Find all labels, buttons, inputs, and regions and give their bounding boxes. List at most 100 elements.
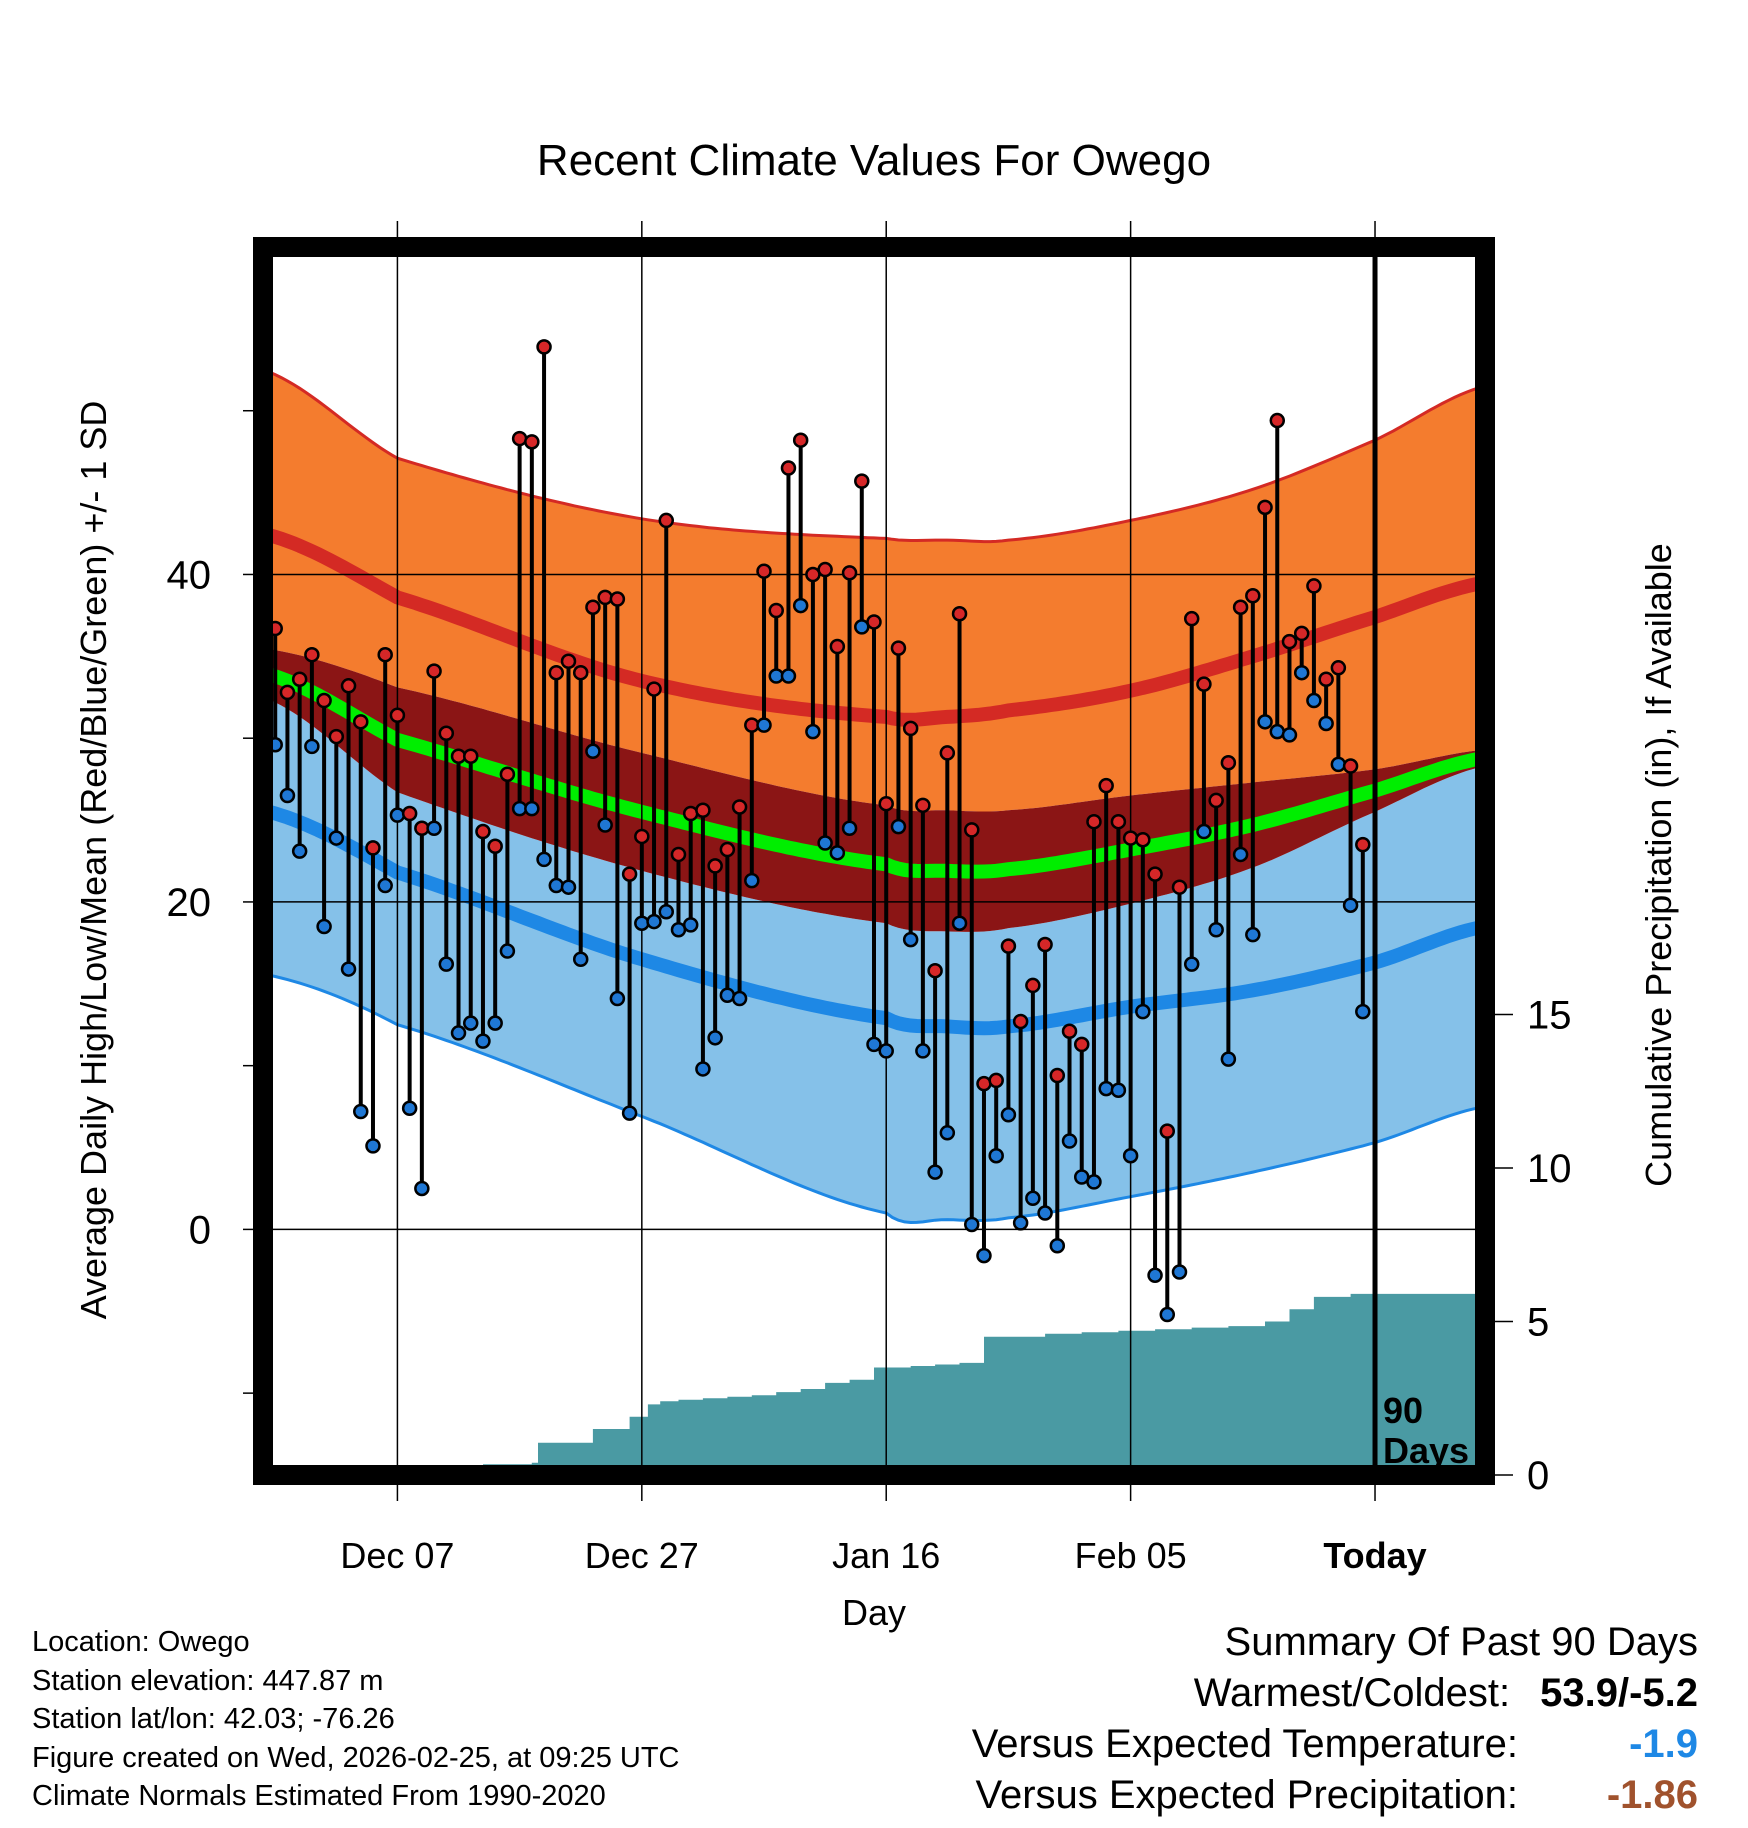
daily-high-point xyxy=(731,799,748,815)
daily-high-point xyxy=(353,714,369,730)
today-marker: 90 Days xyxy=(1372,247,1469,1475)
y-axis-left-label: Average Daily High/Low/Mean (Red/Blue/Gr… xyxy=(73,401,114,1320)
daily-low-point xyxy=(817,835,833,851)
daily-low-point xyxy=(1147,1267,1163,1283)
mean-sd-band xyxy=(263,648,1485,932)
summary-heading: Summary Of Past 90 Days xyxy=(1224,1620,1698,1664)
daily-low-point xyxy=(414,1180,430,1197)
daily-high-point xyxy=(1330,660,1347,676)
daily-low-point xyxy=(475,1033,491,1049)
daily-low-point xyxy=(1208,922,1224,938)
precip-label: Versus Expected Precipitation: xyxy=(975,1773,1518,1817)
daily-low-point xyxy=(1135,1003,1151,1020)
daily-high-point xyxy=(1232,599,1249,615)
daily-high-point xyxy=(939,745,956,761)
daily-low-point xyxy=(964,1216,980,1233)
daily-low-point xyxy=(682,917,699,933)
daily-high-point xyxy=(377,646,393,663)
daily-high-point xyxy=(1135,831,1151,848)
daily-low-point xyxy=(401,1100,418,1116)
daily-low-point xyxy=(744,872,760,889)
daily-high-point xyxy=(1000,938,1017,954)
daily-low-point xyxy=(1025,1190,1041,1207)
daily-low-point xyxy=(1037,1205,1053,1221)
daily-high-point xyxy=(792,432,809,448)
daily-low-point xyxy=(1330,756,1347,773)
daily-high-point xyxy=(1342,758,1359,774)
daily-low-point xyxy=(1183,956,1200,972)
daily-low-point xyxy=(915,1043,931,1059)
daily-high-point xyxy=(1049,1067,1066,1084)
daily-low-point xyxy=(438,956,455,972)
daily-high-point xyxy=(1122,830,1139,846)
daily-low-point xyxy=(1355,1003,1371,1020)
daily-low-point xyxy=(707,1030,723,1046)
daily-low-point xyxy=(377,877,393,894)
daily-high-point xyxy=(291,671,308,688)
daily-high-point xyxy=(1355,836,1371,853)
x-tick-label: Jan 16 xyxy=(832,1535,940,1576)
daily-high-point xyxy=(511,430,528,447)
daily-low-point xyxy=(792,597,809,614)
daily-high-point xyxy=(927,962,943,979)
daily-high-point xyxy=(621,866,638,882)
daily-high-point xyxy=(487,838,503,855)
daily-high-point xyxy=(866,614,882,630)
daily-low-point xyxy=(548,877,565,894)
daily-low-point xyxy=(890,818,907,835)
precipitation-area xyxy=(391,1293,1485,1475)
latlon-text: Station lat/lon: 42.03; -76.26 xyxy=(32,1703,395,1735)
daily-high-point xyxy=(841,565,858,581)
daily-high-point xyxy=(475,823,491,840)
plot-area xyxy=(263,247,1485,1475)
daily-high-point xyxy=(1159,1123,1176,1139)
daily-low-point xyxy=(1269,723,1286,740)
daily-high-point xyxy=(279,684,296,701)
daily-low-point xyxy=(951,915,968,931)
daily-high-point xyxy=(829,638,846,655)
chart-title: Recent Climate Values For Owego xyxy=(537,136,1211,185)
daily-low-point xyxy=(1318,715,1334,732)
y-right-tick-label: 10 xyxy=(1527,1147,1572,1191)
daily-high-point xyxy=(951,606,968,622)
daily-high-point xyxy=(1196,676,1212,692)
summary-panel: Summary Of Past 90 Days Warmest/Coldest:… xyxy=(798,1620,1698,1824)
daily-high-point xyxy=(1025,977,1041,994)
daily-low-point xyxy=(1000,1107,1017,1123)
high-upper-edge xyxy=(263,368,1485,544)
daily-high-point xyxy=(1318,671,1334,688)
location-text: Location: Owego xyxy=(32,1626,250,1658)
x-tick-label: Today xyxy=(1323,1535,1426,1576)
daily-low-point xyxy=(462,1015,479,1031)
daily-low-point xyxy=(780,668,797,684)
daily-low-point xyxy=(976,1247,992,1264)
temp-value: -1.9 xyxy=(1629,1722,1698,1766)
daily-low-point xyxy=(902,931,919,948)
daily-low-point xyxy=(1257,714,1273,730)
daily-low-point xyxy=(1171,1264,1188,1280)
daily-high-point xyxy=(780,460,797,476)
daily-high-point xyxy=(1037,936,1053,953)
daily-low-point xyxy=(1159,1306,1176,1323)
daily-high-point xyxy=(1208,792,1224,809)
summary-heading-row: Summary Of Past 90 Days xyxy=(798,1620,1698,1671)
daily-low-point xyxy=(1049,1238,1066,1254)
daily-low-point xyxy=(597,817,613,833)
daily-high-point xyxy=(499,766,516,782)
daily-low-point xyxy=(1098,1080,1114,1097)
daily-low-point xyxy=(1306,692,1322,709)
daily-low-point xyxy=(841,820,858,837)
daily-high-point xyxy=(902,720,919,737)
daily-low-point xyxy=(328,830,345,846)
daily-high-point xyxy=(340,678,357,694)
daily-low-point xyxy=(866,1036,882,1053)
daily-high-point xyxy=(988,1072,1004,1089)
daily-low-point xyxy=(291,843,308,859)
daily-high-point xyxy=(328,728,345,745)
daily-high-point xyxy=(536,339,552,355)
daily-low-point xyxy=(279,787,296,804)
daily-low-point xyxy=(1086,1174,1102,1190)
daily-high-point xyxy=(817,561,833,578)
y-right-tick-label: 5 xyxy=(1527,1301,1549,1345)
daily-high-point xyxy=(658,512,675,529)
